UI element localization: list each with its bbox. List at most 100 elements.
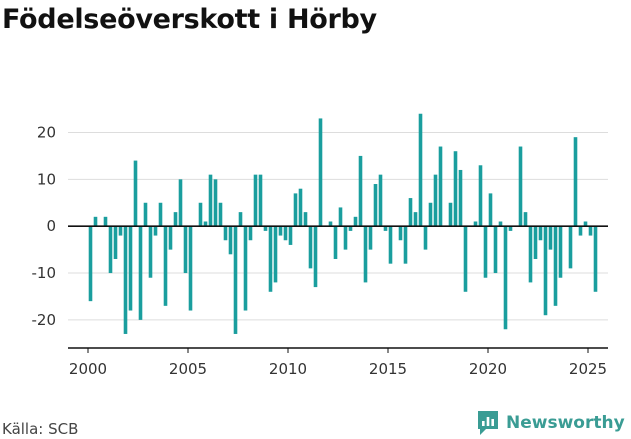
bar-2007-03 <box>238 212 243 227</box>
bar-2004-03 <box>178 179 183 227</box>
bar-2007-01 <box>228 226 233 255</box>
bar-2002-04 <box>143 202 148 227</box>
x-tick-labels: 2000 2005 2010 2015 2020 2025 <box>69 360 607 378</box>
bar-2012-02 <box>333 226 338 259</box>
bar-2019-04 <box>483 226 488 278</box>
bar-2019-03 <box>478 165 483 227</box>
bar-2013-04 <box>363 226 368 283</box>
newsworthy-logo-icon <box>478 411 498 435</box>
bar-2004-02 <box>173 212 178 227</box>
bar-2004-04 <box>183 226 188 274</box>
bar-2024-02 <box>573 137 578 227</box>
bar-2021-03 <box>518 146 523 227</box>
bar-2017-03 <box>438 146 443 227</box>
x-tick-label: 2005 <box>169 360 207 378</box>
x-tick-label: 2020 <box>469 360 507 378</box>
bar-2012-03 <box>338 207 343 227</box>
bar-2008-01 <box>248 226 253 241</box>
bar-2023-03 <box>558 226 563 278</box>
bar-2003-04 <box>163 226 168 306</box>
bar-2013-01 <box>348 226 353 231</box>
bar-2010-01 <box>288 226 293 245</box>
bar-2020-01 <box>488 193 493 227</box>
bar-2018-03 <box>458 169 463 227</box>
bar-2005-03 <box>198 202 203 227</box>
bar-2014-04 <box>383 226 388 231</box>
bar-2009-01 <box>268 226 273 292</box>
bar-2012-04 <box>343 226 348 250</box>
bar-2014-03 <box>378 174 383 227</box>
bar-2008-02 <box>253 174 258 227</box>
bar-2008-04 <box>263 226 268 231</box>
bar-2001-04 <box>123 226 128 334</box>
x-tick-label: 2025 <box>569 360 607 378</box>
bar-2020-03 <box>498 221 503 227</box>
bar-2022-04 <box>543 226 548 316</box>
bar-2023-01 <box>548 226 553 250</box>
bar-2009-03 <box>278 226 283 236</box>
bar-2017-01 <box>428 202 433 227</box>
bar-2001-01 <box>108 226 113 274</box>
bar-2006-01 <box>208 174 213 227</box>
bar-2016-01 <box>408 198 413 227</box>
bar-2007-04 <box>243 226 248 311</box>
bar-2010-03 <box>298 188 303 227</box>
bar-2000-01 <box>88 226 93 302</box>
x-tick-label: 2000 <box>69 360 107 378</box>
chart-title: Födelseöverskott i Hörby <box>2 4 377 35</box>
bar-2024-01 <box>568 226 573 269</box>
bar-2020-04 <box>503 226 508 330</box>
bar-2022-03 <box>538 226 543 241</box>
bar-2009-04 <box>283 226 288 241</box>
bar-2001-02 <box>113 226 118 259</box>
bar-2017-02 <box>433 174 438 227</box>
bar-2018-01 <box>448 202 453 227</box>
bar-2011-01 <box>308 226 313 269</box>
bar-2016-02 <box>413 212 418 227</box>
brand-name: Newsworthy <box>506 413 625 433</box>
y-tick-labels: 20 10 0 -10 -20 <box>32 123 57 328</box>
y-tick-label: -20 <box>32 311 57 329</box>
bar-2010-04 <box>303 212 308 227</box>
bar-2006-04 <box>223 226 228 241</box>
bar-2016-04 <box>423 226 428 250</box>
bar-2008-03 <box>258 174 263 227</box>
grid-lines <box>68 131 608 321</box>
bar-2015-04 <box>403 226 408 264</box>
bar-2000-04 <box>103 216 108 227</box>
bar-2006-02 <box>213 179 218 227</box>
bar-2005-04 <box>203 221 208 227</box>
bar-2011-03 <box>318 118 323 227</box>
axes <box>68 225 608 353</box>
y-tick-label: 10 <box>37 170 56 188</box>
bar-2003-01 <box>148 226 153 278</box>
bar-2021-01 <box>508 226 513 231</box>
bar-2018-02 <box>453 151 458 227</box>
bar-2012-01 <box>328 221 333 227</box>
bar-2009-02 <box>273 226 278 283</box>
bar-2016-03 <box>418 113 423 227</box>
bar-2020-02 <box>493 226 498 274</box>
bar-2021-04 <box>523 212 528 227</box>
bar-2014-02 <box>373 184 378 227</box>
y-tick-label: -10 <box>32 264 57 282</box>
bar-2022-02 <box>533 226 538 259</box>
bar-2003-02 <box>153 226 158 236</box>
bar-2024-03 <box>578 226 583 236</box>
x-tick-label: 2010 <box>269 360 307 378</box>
bar-2003-03 <box>158 202 163 227</box>
bar-2011-02 <box>313 226 318 288</box>
brand-logo: Newsworthy <box>476 408 625 438</box>
bar-2022-01 <box>528 226 533 283</box>
bar-2018-04 <box>463 226 468 292</box>
y-tick-label: 20 <box>37 123 56 141</box>
bar-2000-02 <box>93 216 98 227</box>
bars <box>88 113 598 334</box>
bar-2006-03 <box>218 202 223 227</box>
bar-2024-04 <box>583 221 588 227</box>
bar-2025-02 <box>593 226 598 292</box>
bar-2007-02 <box>233 226 238 334</box>
x-tick-label: 2015 <box>369 360 407 378</box>
bar-2005-01 <box>188 226 193 311</box>
bar-2023-02 <box>553 226 558 306</box>
